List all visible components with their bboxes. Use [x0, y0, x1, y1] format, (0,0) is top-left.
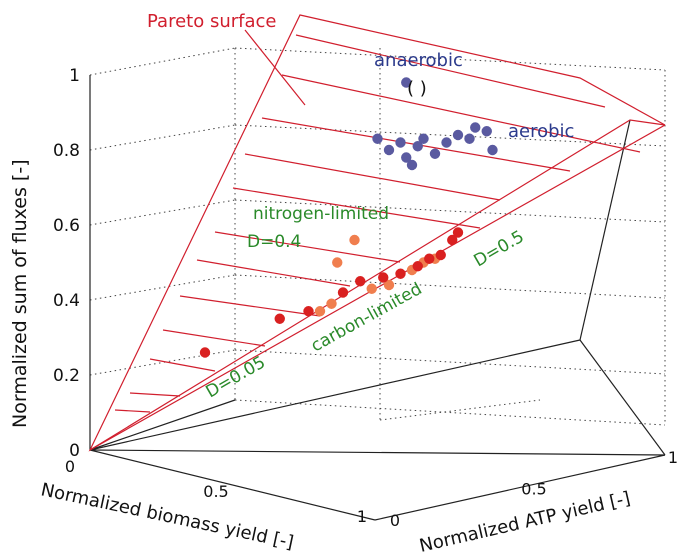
anaerobic-label: anaerobic — [374, 50, 463, 71]
data-point-nitrogen-limited — [326, 298, 337, 309]
aerobic-label: aerobic — [508, 121, 574, 142]
data-point-carbon-limited — [199, 347, 211, 358]
data-point-carbon-limited — [412, 261, 423, 272]
data-point-aerobic — [412, 141, 423, 152]
data-point-nitrogen-limited — [332, 257, 343, 268]
data-point-carbon-limited — [378, 272, 389, 283]
data-point-nitrogen-limited — [366, 283, 377, 294]
nitrogen-limited-label: nitrogen-limited — [253, 204, 389, 224]
data-point-aerobic — [441, 137, 452, 148]
axes — [89, 75, 666, 521]
z-tick-label: 0.4 — [53, 291, 80, 311]
data-point-aerobic — [383, 144, 395, 156]
data-points — [199, 77, 498, 358]
surface-black-edges — [89, 119, 666, 456]
data-point-aerobic — [470, 122, 481, 133]
data-point-carbon-limited — [447, 234, 458, 246]
d005-label: D=0.05 — [203, 352, 269, 402]
d04-label: D=0.4 — [247, 232, 301, 252]
data-point-aerobic — [464, 133, 475, 144]
x-tick-label: 1 — [357, 507, 367, 526]
data-point-carbon-limited — [452, 227, 464, 238]
data-point-carbon-limited — [395, 268, 406, 279]
z-tick-label: 1 — [69, 66, 80, 86]
z-axis-label: Normalized sum of fluxes [-] — [9, 159, 31, 428]
data-point-aerobic — [429, 148, 441, 159]
pareto-surface — [88, 14, 666, 452]
surface-label: Pareto surface — [147, 11, 276, 32]
grid — [89, 47, 666, 426]
y-tick-label: 0 — [390, 511, 400, 530]
anaerobic-bracket: ( ) — [407, 78, 427, 99]
data-point-aerobic — [401, 152, 412, 163]
y-tick-label: 0.5 — [521, 480, 546, 499]
d05-label: D=0.5 — [471, 227, 528, 272]
data-point-carbon-limited — [435, 249, 446, 261]
data-point-aerobic — [452, 129, 464, 141]
data-point-carbon-limited — [424, 253, 435, 264]
data-point-anaerobic — [401, 77, 412, 88]
z-tick-label: 0.8 — [53, 141, 80, 161]
y-tick-label: 1 — [668, 448, 678, 467]
y-tick-labels: 00.51 — [390, 448, 678, 530]
data-point-aerobic — [372, 133, 383, 144]
data-point-carbon-limited — [355, 276, 366, 287]
data-point-aerobic — [487, 144, 498, 156]
data-point-aerobic — [481, 126, 492, 137]
data-point-nitrogen-limited — [314, 306, 326, 317]
data-point-aerobic — [395, 137, 406, 148]
x-tick-labels: 00.51 — [65, 457, 367, 526]
x-tick-label: 0.5 — [203, 482, 228, 501]
pareto-pointer — [244, 29, 306, 106]
data-point-nitrogen-limited — [383, 279, 395, 291]
data-point-aerobic — [406, 159, 418, 171]
z-tick-label: 0.6 — [53, 216, 80, 236]
data-point-aerobic — [418, 133, 429, 144]
data-point-carbon-limited — [303, 306, 314, 317]
data-point-carbon-limited — [274, 313, 285, 324]
data-point-nitrogen-limited — [349, 234, 360, 246]
surface-diagonal — [89, 124, 666, 451]
carbon-limited-label: carbon-limited — [308, 279, 426, 356]
z-tick-label: 0.2 — [53, 366, 80, 386]
data-point-carbon-limited — [337, 287, 349, 298]
z-tick-label: 0 — [69, 441, 80, 461]
z-tick-labels: 0 0.2 0.4 0.6 0.8 1 — [53, 66, 80, 461]
surface-boundary — [88, 14, 666, 452]
x-tick-label: 0 — [65, 457, 75, 476]
